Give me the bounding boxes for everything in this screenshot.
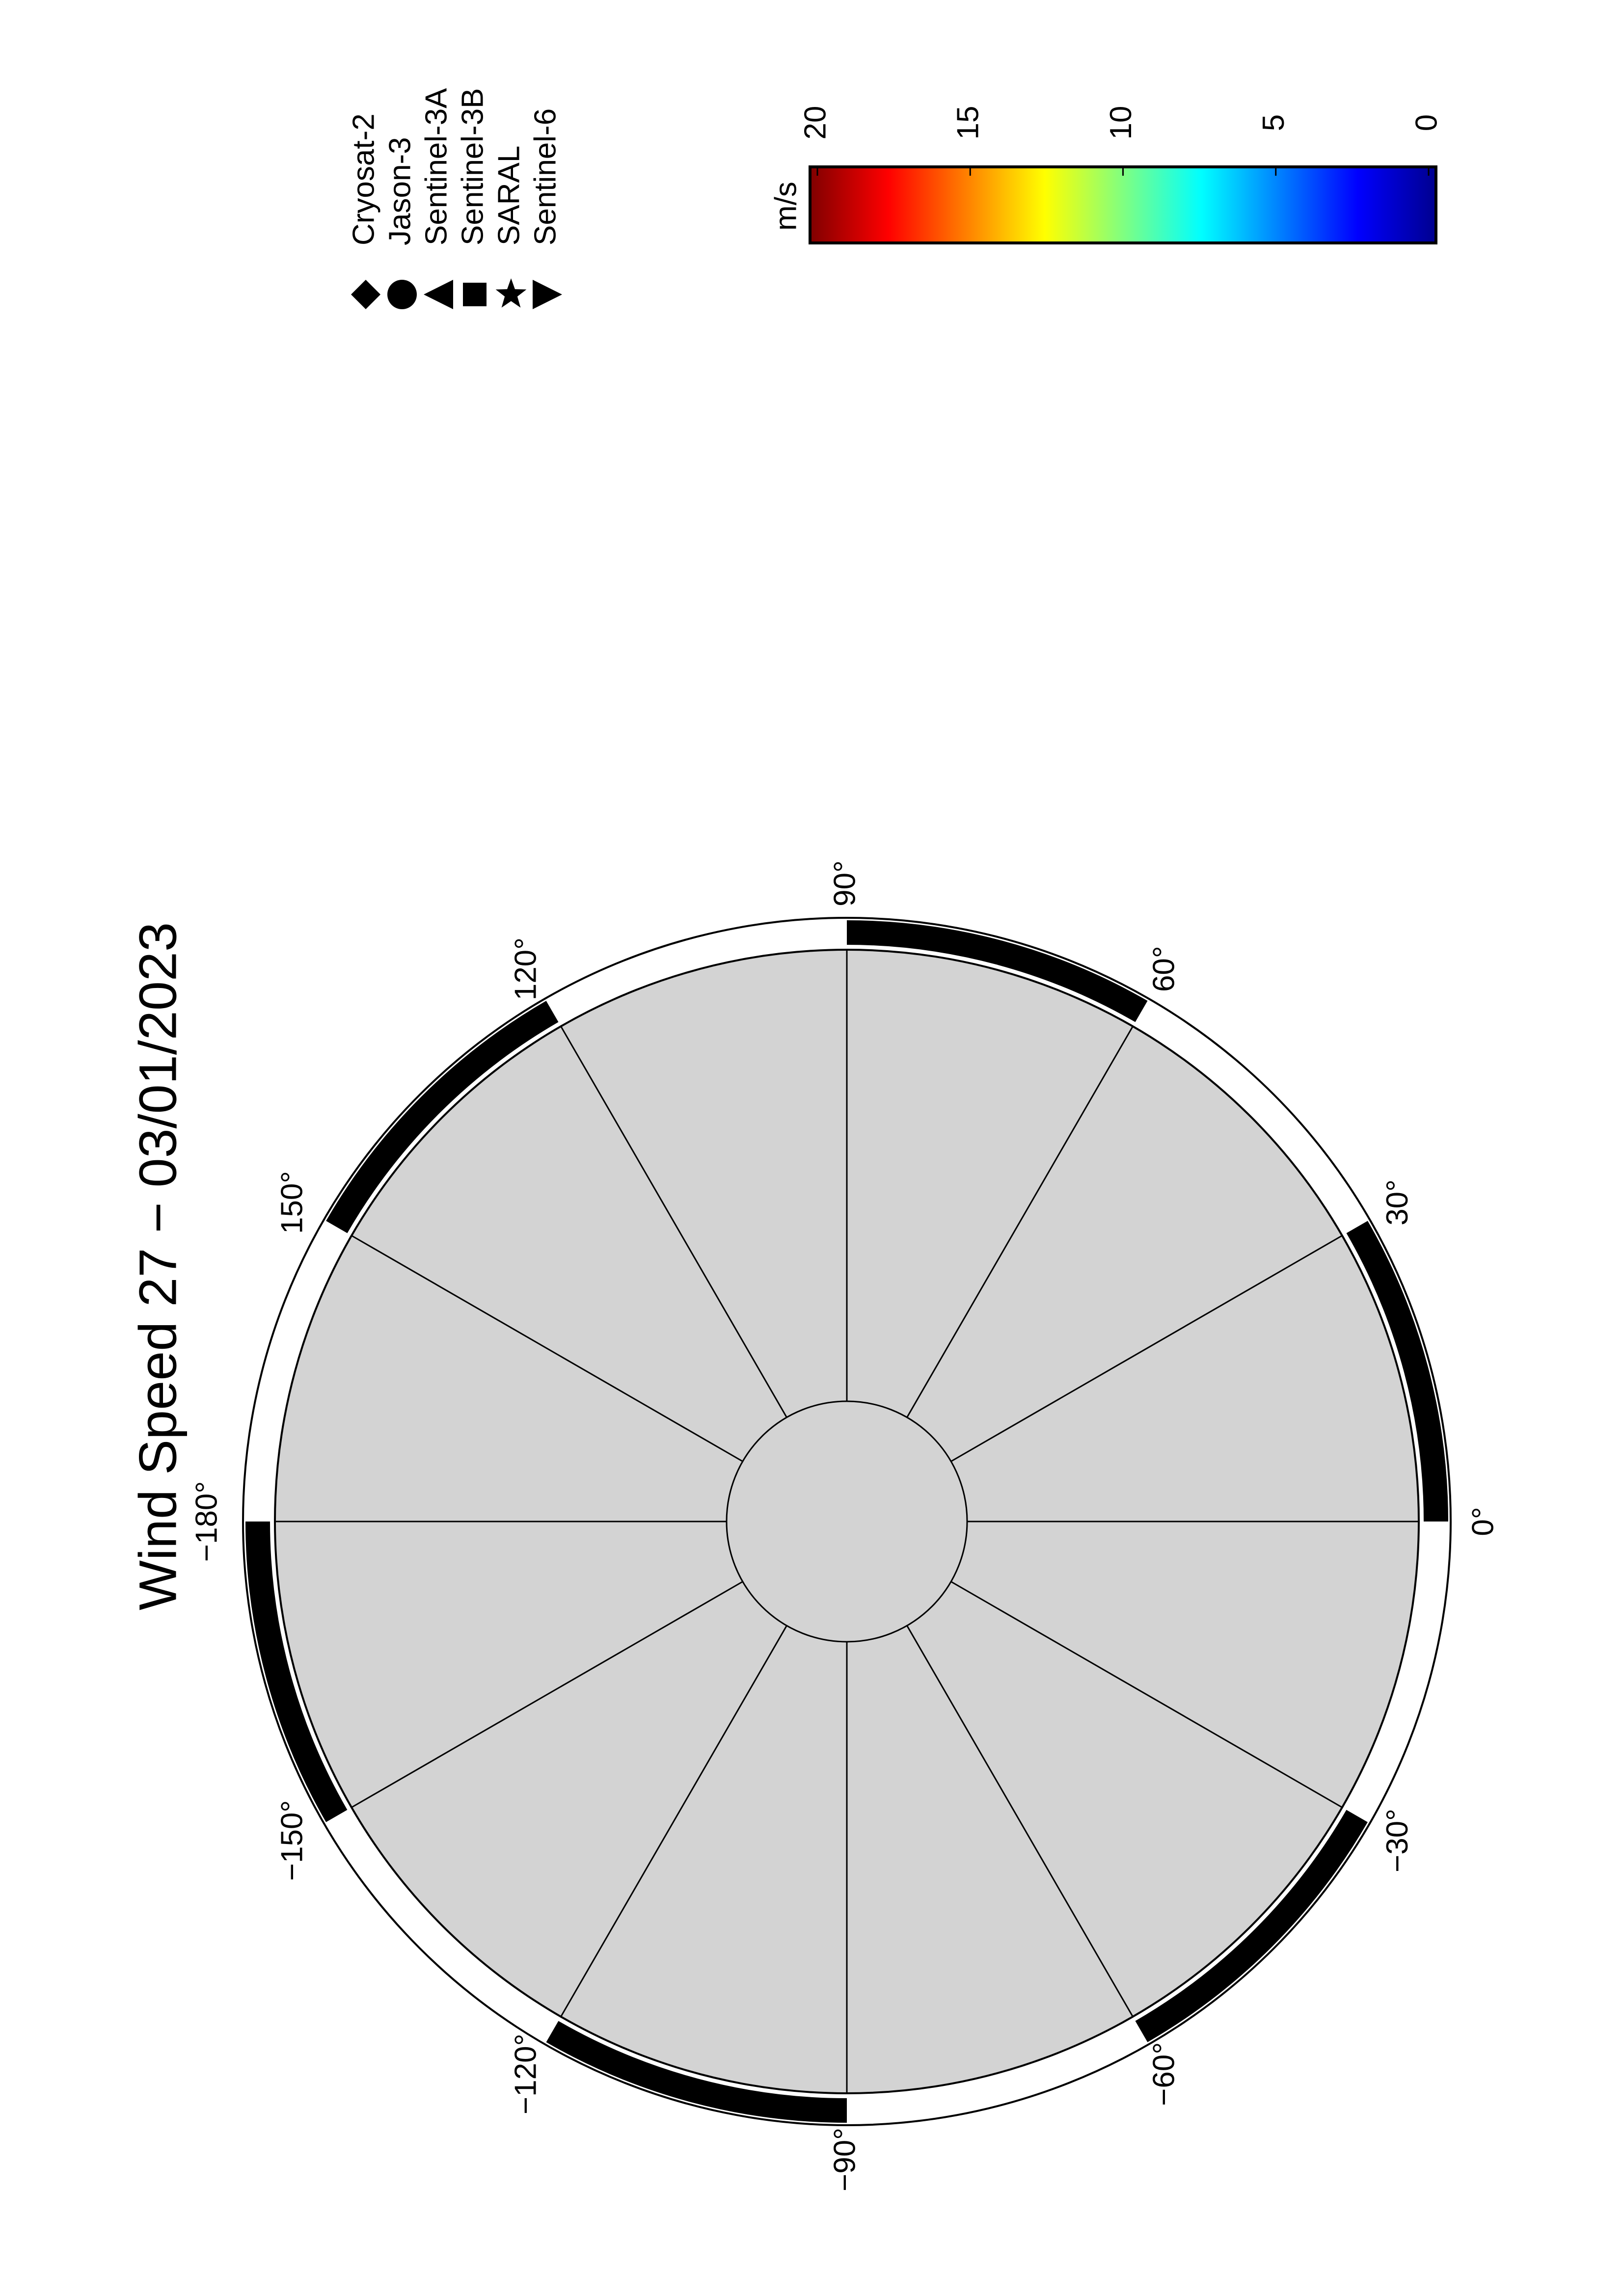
legend-label: Sentinel-3A [419,88,453,245]
longitude-label: −60° [1147,2042,1181,2106]
colorbar-tick-label: 0 [1409,114,1443,131]
colorbar-tick-label: 20 [798,106,832,140]
longitude-label: 30° [1380,1179,1414,1226]
colorbar-tick-label: 5 [1257,114,1291,131]
longitude-label: −30° [1380,1809,1414,1872]
legend-marker [351,280,380,309]
meridian [351,1235,743,1462]
legend-marker [463,283,487,306]
longitude-label: 0° [1466,1507,1500,1536]
frame-segment [245,1521,348,1822]
legend-label: Sentinel-3B [456,88,489,245]
longitude-label: −150° [275,1800,309,1881]
frame-segment [326,1001,559,1233]
meridian [950,1235,1343,1462]
frame-segment [1346,1221,1448,1522]
meridian [950,1581,1343,1808]
map-title: Wind Speed 27 − 03/01/2023 [128,922,188,1610]
legend-label: SARAL [492,146,526,245]
longitude-label: −120° [509,2034,542,2114]
legend-label: Sentinel-6 [528,108,562,245]
frame-segment [1135,1810,1368,2042]
longitude-label: 60° [1147,946,1181,992]
longitude-label: −180° [189,1481,223,1562]
legend-marker [495,278,527,308]
longitude-label: −90° [828,2128,862,2191]
meridian [906,1625,1134,2017]
colorbar-tick-label: 10 [1104,106,1138,140]
colorbar [809,165,1437,244]
meridian [351,1581,743,1808]
meridian [560,1026,787,1418]
meridian [560,1625,787,2017]
legend-marker [533,280,562,309]
frame-segment [546,2021,847,2123]
longitude-label: 120° [509,937,542,1000]
colorbar-tick-label: 15 [951,106,985,140]
legend-label: Jason-3 [383,137,417,245]
longitude-label: 90° [828,860,862,907]
legend-marker [424,280,453,309]
colorbar-label: m/s [769,182,803,231]
meridian [906,1026,1134,1418]
legend-label: Cryosat-2 [347,113,380,245]
frame-segment [846,920,1148,1022]
legend-marker [387,280,417,309]
longitude-label: 150° [275,1171,309,1234]
